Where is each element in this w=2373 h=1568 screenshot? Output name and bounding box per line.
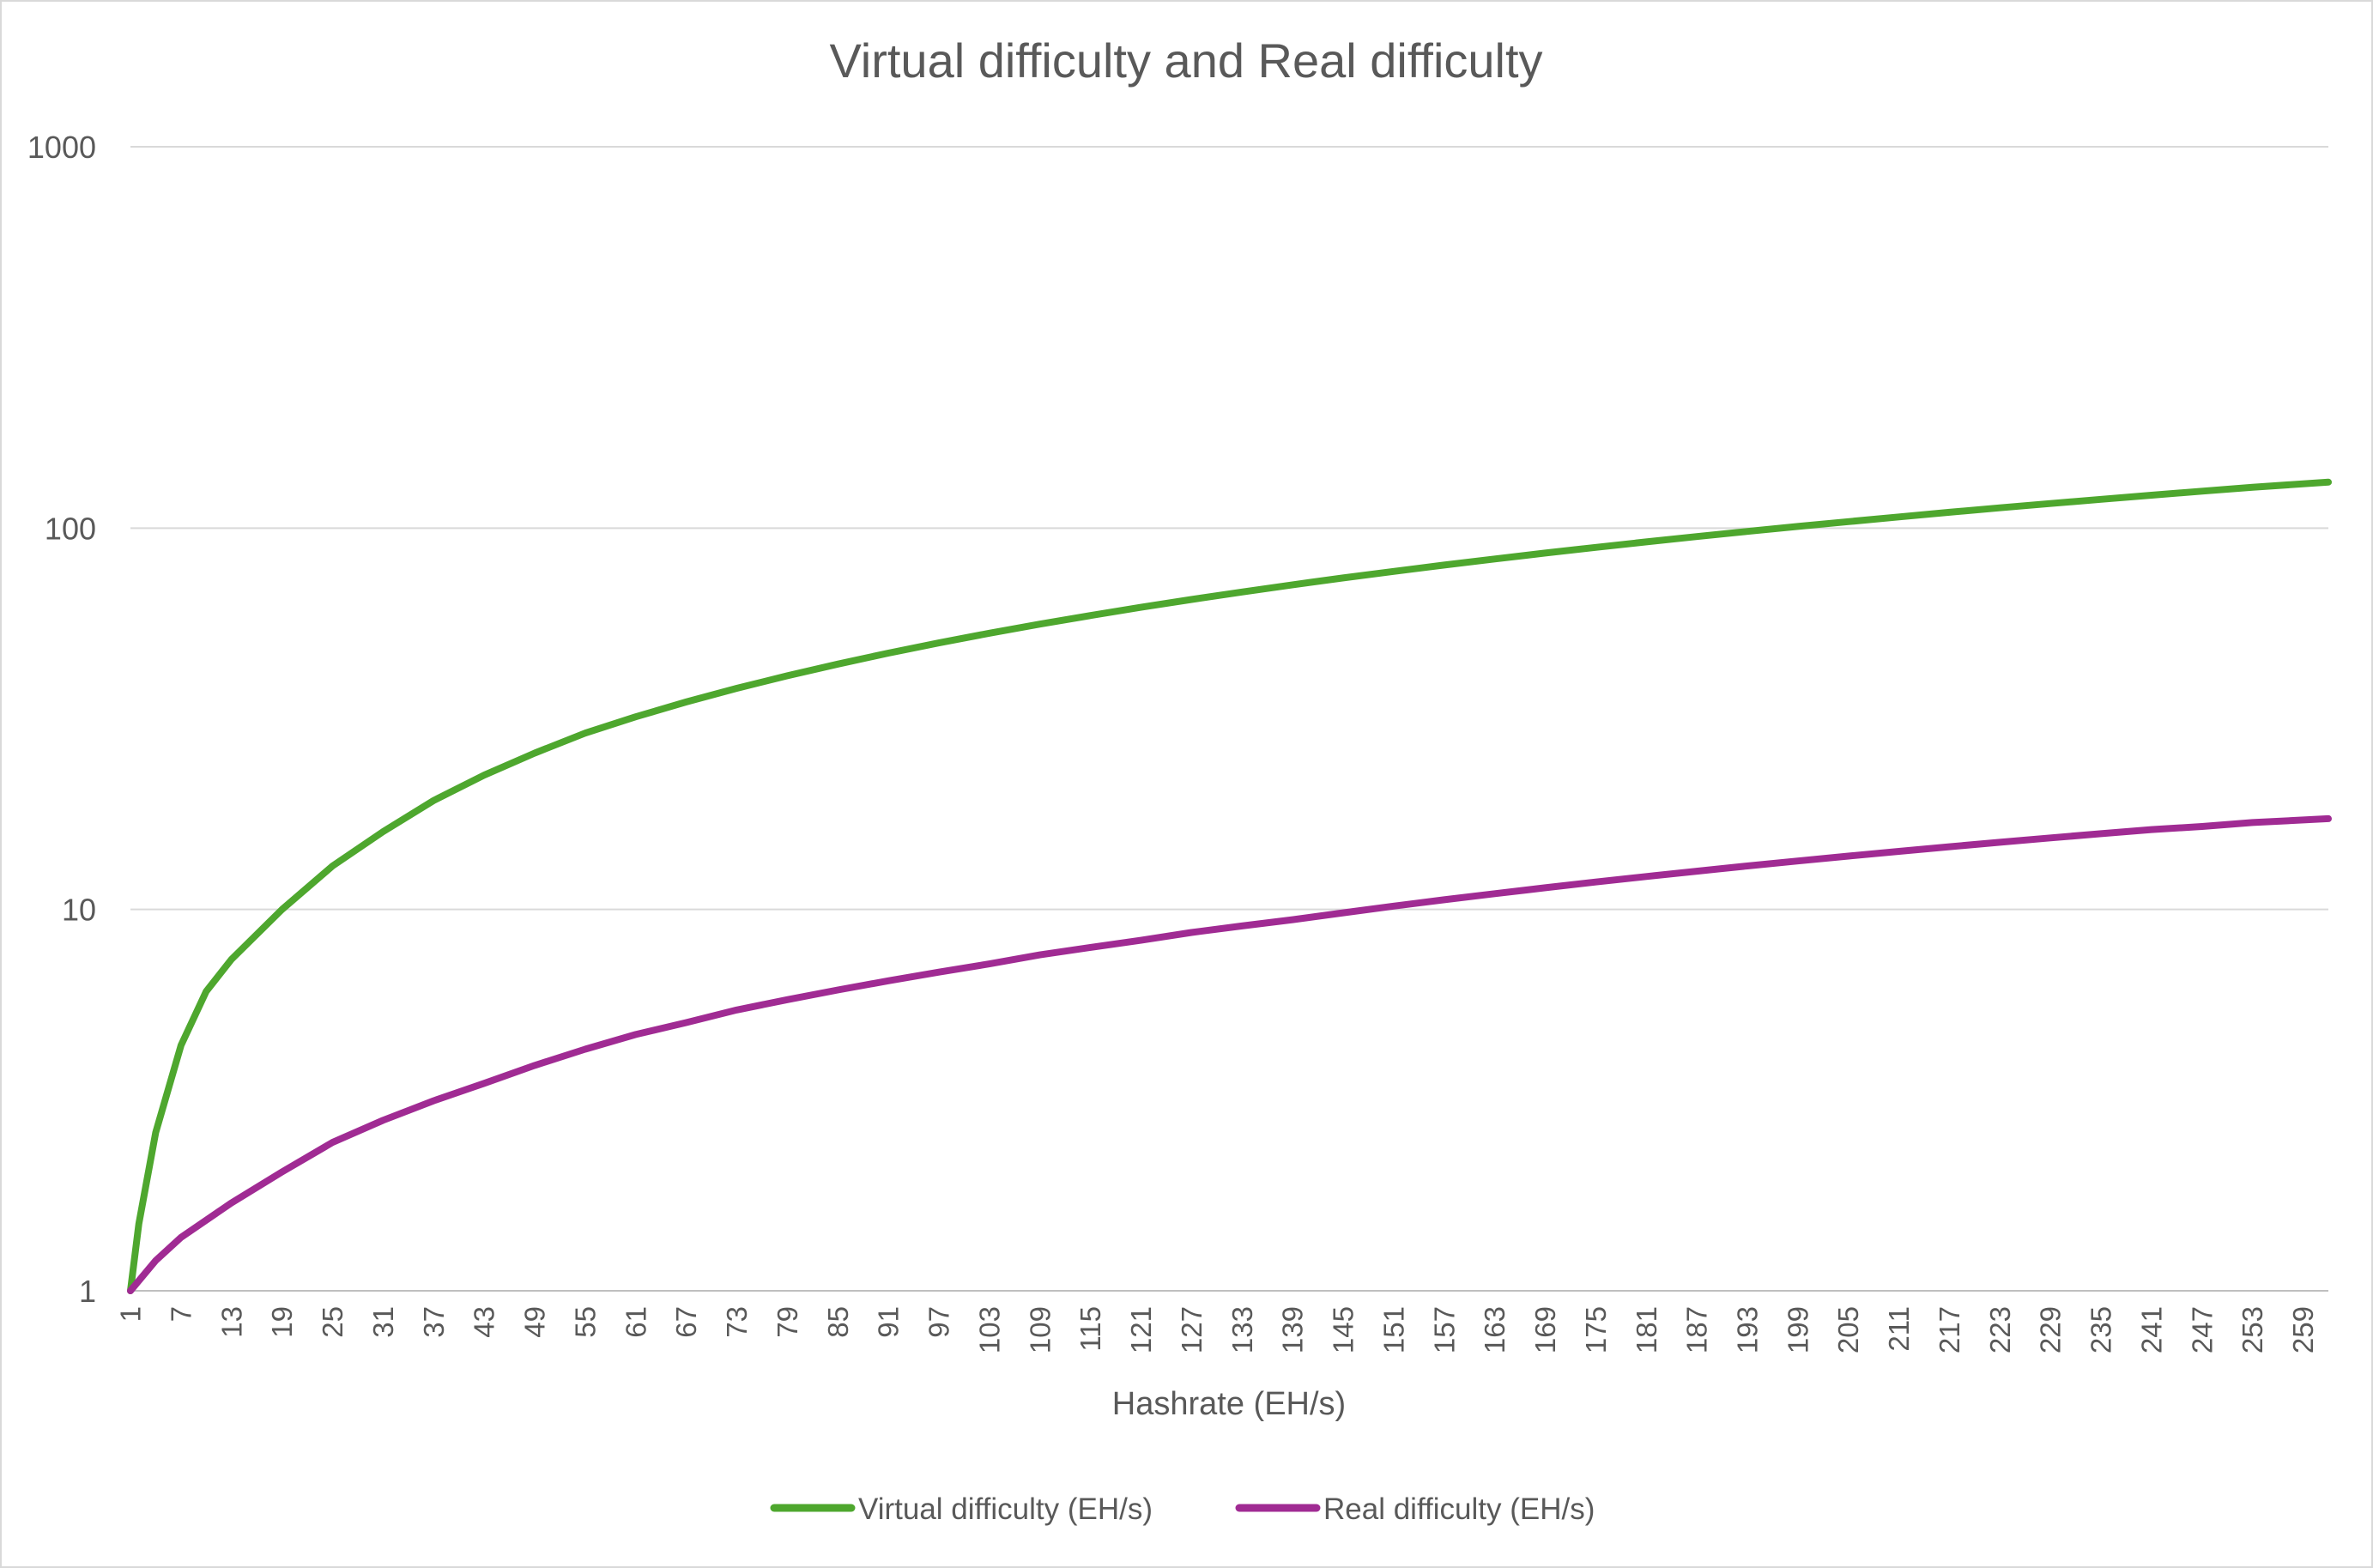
x-tick-label: 115	[1075, 1306, 1106, 1352]
x-tick-label: 37	[418, 1306, 450, 1338]
x-tick-label: 19	[266, 1306, 298, 1338]
chart-title: Virtual difficulty and Real difficulty	[829, 33, 1542, 88]
x-tick-label: 217	[1934, 1306, 1965, 1353]
x-tick-label: 211	[1883, 1306, 1915, 1352]
x-tick-label: 175	[1580, 1306, 1612, 1353]
x-tick-label: 79	[772, 1306, 803, 1338]
x-tick-label: 55	[569, 1306, 601, 1338]
x-tick-label: 157	[1428, 1306, 1460, 1353]
x-tick-label: 61	[620, 1306, 651, 1338]
x-tick-label: 163	[1479, 1306, 1510, 1353]
x-tick-label: 253	[2237, 1306, 2268, 1353]
x-tick-label: 121	[1125, 1306, 1157, 1353]
legend-label-real: Real difficulty (EH/s)	[1323, 1492, 1595, 1526]
x-tick-label: 193	[1732, 1306, 1764, 1353]
legend-item-real[interactable]: Real difficulty (EH/s)	[1235, 1492, 1595, 1526]
series-virtual-difficulty-line	[127, 478, 2332, 1294]
x-tick-label: 199	[1782, 1306, 1813, 1353]
x-tick-label: 169	[1529, 1306, 1561, 1353]
x-tick-label: 205	[1832, 1306, 1864, 1353]
series-lines	[127, 478, 2332, 1294]
x-tick-label: 151	[1377, 1306, 1409, 1353]
x-tick-label: 97	[923, 1306, 955, 1338]
x-tick-label: 133	[1226, 1306, 1258, 1353]
x-tick-label: 127	[1176, 1306, 1208, 1353]
x-tick-label: 73	[721, 1306, 753, 1338]
x-tick-label: 85	[822, 1306, 854, 1338]
x-tick-label: 31	[367, 1306, 399, 1338]
y-tick-label: 100	[45, 511, 96, 546]
x-tick-label: 139	[1277, 1306, 1309, 1353]
x-tick-label: 229	[2035, 1306, 2067, 1353]
series-real-difficulty-line	[127, 814, 2332, 1294]
x-axis-title: Hashrate (EH/s)	[1112, 1386, 1346, 1422]
x-tick-label: 259	[2287, 1306, 2319, 1353]
x-tick-label: 241	[2135, 1306, 2167, 1353]
x-tick-label: 223	[1984, 1306, 2016, 1353]
x-tick-label: 187	[1681, 1306, 1713, 1353]
x-tick-label: 1	[115, 1306, 147, 1322]
x-tick-label: 49	[519, 1306, 551, 1338]
gridlines	[130, 146, 2328, 911]
x-tick-label: 109	[1024, 1306, 1056, 1353]
legend: Virtual difficulty (EH/s) Real difficult…	[770, 1492, 1595, 1526]
legend-item-virtual[interactable]: Virtual difficulty (EH/s)	[770, 1492, 1153, 1526]
x-axis-tick-labels: 1 7 13 19 25 31 37 43 49 55 61 67 73 79 85 91 97 103 109 11…	[115, 1306, 2320, 1353]
x-tick-label: 103	[973, 1306, 1005, 1353]
x-tick-label: 235	[2085, 1306, 2117, 1353]
y-tick-label: 10	[62, 893, 96, 928]
legend-label-virtual: Virtual difficulty (EH/s)	[858, 1492, 1153, 1526]
y-tick-label: 1000	[27, 130, 96, 165]
x-tick-label: 13	[215, 1306, 247, 1338]
y-axis-tick-labels: 1 10 100 1000	[27, 130, 96, 1309]
y-tick-label: 1	[79, 1274, 96, 1309]
x-tick-label: 247	[2186, 1306, 2218, 1353]
x-tick-label: 145	[1328, 1306, 1359, 1353]
x-tick-label: 67	[670, 1306, 702, 1338]
x-tick-label: 43	[469, 1306, 500, 1338]
x-tick-label: 91	[873, 1306, 905, 1338]
x-tick-label: 7	[165, 1306, 197, 1322]
x-tick-label: 181	[1631, 1306, 1662, 1353]
x-tick-label: 25	[317, 1306, 348, 1338]
